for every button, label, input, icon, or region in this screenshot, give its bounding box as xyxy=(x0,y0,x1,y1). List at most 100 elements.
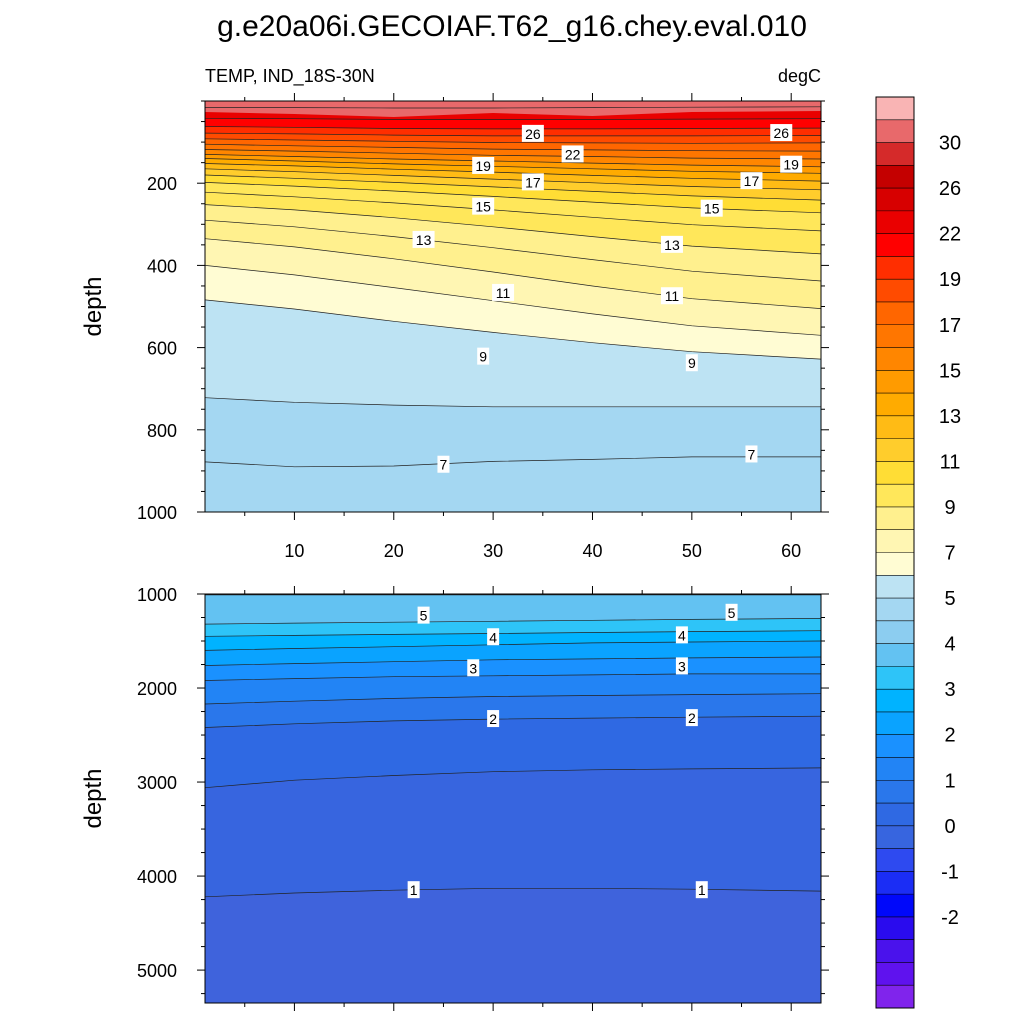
contour-label: 19 xyxy=(780,155,803,173)
colorbar-swatch xyxy=(876,256,914,280)
y-tick-label: 600 xyxy=(147,339,177,359)
svg-text:13: 13 xyxy=(416,232,432,248)
colorbar-swatch xyxy=(876,233,914,257)
svg-text:15: 15 xyxy=(704,201,720,217)
svg-text:26: 26 xyxy=(525,126,541,142)
colorbar-label: 11 xyxy=(940,451,961,473)
colorbar-label: 5 xyxy=(944,588,955,610)
colorbar-label: 7 xyxy=(944,543,955,565)
svg-text:11: 11 xyxy=(496,285,511,301)
colorbar-swatch xyxy=(876,962,914,986)
contour-line xyxy=(205,887,821,898)
colorbar-swatch xyxy=(876,393,914,417)
colorbar-swatch xyxy=(876,803,914,827)
contour-line xyxy=(205,143,821,152)
svg-text:17: 17 xyxy=(744,173,760,189)
contour-band xyxy=(205,456,821,512)
colorbar-swatch xyxy=(876,825,914,850)
colorbar-swatch xyxy=(876,620,914,645)
contour-line xyxy=(205,117,821,120)
contour-line xyxy=(205,126,821,130)
y-tick-label: 400 xyxy=(147,256,177,276)
svg-text:15: 15 xyxy=(475,199,491,215)
contour-line xyxy=(205,132,821,137)
colorbar-swatch xyxy=(876,506,914,531)
contour-fills xyxy=(205,594,821,1003)
x-tick-label: 60 xyxy=(781,541,801,561)
colorbar-swatch xyxy=(876,666,914,690)
colorbar-label: 19 xyxy=(939,269,961,291)
colorbar-swatch xyxy=(876,324,914,349)
y-tick-label: 800 xyxy=(147,421,177,441)
colorbar-label: 13 xyxy=(939,406,961,428)
svg-text:11: 11 xyxy=(665,288,680,304)
colorbar-label: 26 xyxy=(939,178,961,200)
colorbar-swatch xyxy=(876,165,914,189)
contour-line xyxy=(205,673,821,681)
contour-label: 5 xyxy=(417,606,430,624)
colorbar-label: 22 xyxy=(939,224,961,246)
colorbar-swatch xyxy=(876,484,914,508)
contour-label: 3 xyxy=(675,657,688,675)
svg-text:19: 19 xyxy=(475,158,491,174)
subtitle-left: TEMP, IND_18S-30N xyxy=(205,66,375,87)
colorbar-frame xyxy=(875,96,915,1009)
x-tick-label: 20 xyxy=(384,541,404,561)
svg-text:26: 26 xyxy=(773,125,789,141)
colorbar-swatch xyxy=(876,142,914,166)
contour-line xyxy=(205,238,821,309)
colorbar-swatch xyxy=(876,301,914,326)
svg-text:13: 13 xyxy=(664,237,680,253)
contour-label: 4 xyxy=(487,628,500,646)
contour-label: 15 xyxy=(700,199,723,217)
svg-text:7: 7 xyxy=(440,457,448,473)
svg-text:17: 17 xyxy=(525,174,541,190)
svg-text:2: 2 xyxy=(688,710,696,726)
svg-text:5: 5 xyxy=(728,605,736,621)
contour-label: 13 xyxy=(412,230,435,248)
y-tick-label: 1000 xyxy=(137,585,177,605)
colorbar-label: 1 xyxy=(944,770,955,792)
contour-line xyxy=(205,618,821,625)
colorbar-swatch xyxy=(876,871,914,895)
contour-line xyxy=(205,149,821,160)
contour-label: 22 xyxy=(561,145,584,163)
contour-line xyxy=(205,219,821,282)
colorbar-swatch xyxy=(876,461,914,485)
contour-label: 17 xyxy=(740,172,763,190)
colorbar-swatch xyxy=(876,279,914,303)
colorbar-label: 2 xyxy=(944,725,955,747)
colorbar-swatch xyxy=(876,734,914,758)
contour-line xyxy=(205,397,821,408)
colorbar-swatch xyxy=(876,415,914,440)
contour-line xyxy=(205,106,821,109)
upper-contour-panel: 26 26 22 19 19 17 17 15 15 13 13 11 11 9 9 7 7 10 20 30 40 50… xyxy=(80,93,829,561)
contour-band xyxy=(205,888,821,1003)
surface-band xyxy=(205,101,821,117)
contour-label: 4 xyxy=(675,626,688,644)
colorbar-label: 15 xyxy=(939,360,961,382)
colorbar-swatch xyxy=(876,552,914,576)
y-tick-label: 4000 xyxy=(137,867,177,887)
y-tick-label: 5000 xyxy=(137,961,177,981)
colorbar-label: 4 xyxy=(944,634,955,656)
contour-line xyxy=(205,767,821,789)
contour-label: 11 xyxy=(660,287,683,305)
contour-label: 15 xyxy=(472,197,495,215)
contour-label: 7 xyxy=(745,445,758,463)
colorbar-swatch xyxy=(876,757,914,781)
colorbar-swatch xyxy=(876,689,914,713)
contour-line xyxy=(205,174,821,201)
svg-text:3: 3 xyxy=(469,660,477,676)
svg-text:9: 9 xyxy=(479,349,487,365)
colorbar-label: 30 xyxy=(939,133,961,155)
contour-label: 11 xyxy=(492,283,515,301)
svg-text:4: 4 xyxy=(678,627,686,643)
contour-label: 17 xyxy=(521,173,544,191)
contour-label: 26 xyxy=(521,124,544,142)
contour-label: 5 xyxy=(725,603,738,621)
colorbar-swatch xyxy=(876,188,914,212)
contour-label: 1 xyxy=(407,881,420,899)
y-tick-label: 200 xyxy=(147,174,177,194)
